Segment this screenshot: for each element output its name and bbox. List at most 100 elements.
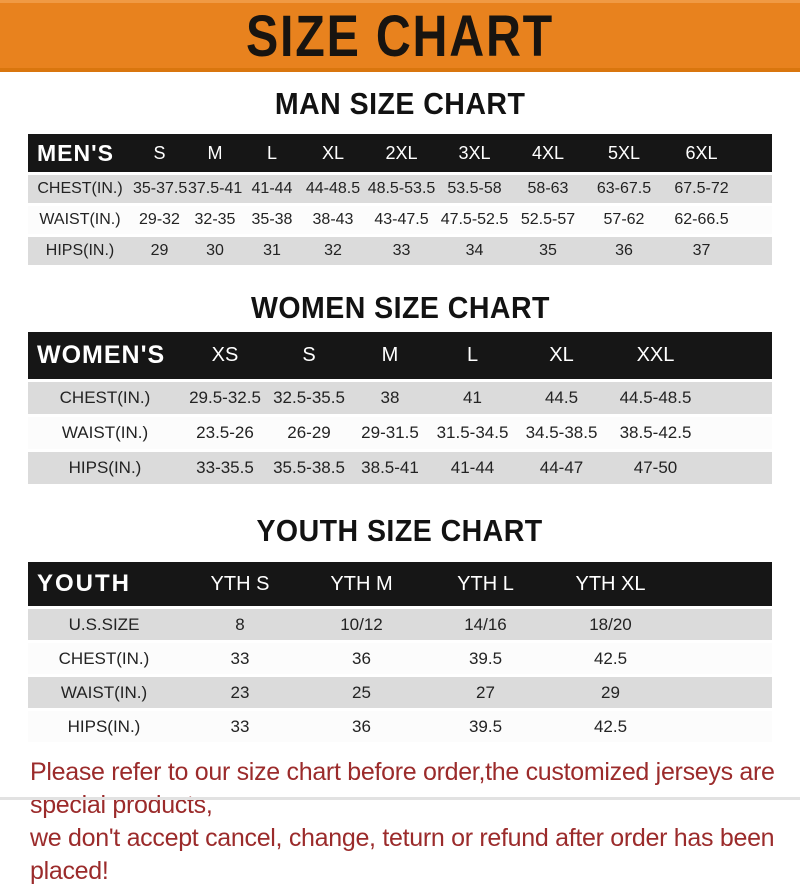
- size-cell: 42.5: [548, 641, 673, 677]
- size-cell: 36: [300, 709, 423, 745]
- size-column-header: XXL: [608, 332, 703, 381]
- size-column-header: M: [187, 134, 243, 174]
- size-cell: 41-44: [430, 450, 515, 487]
- size-column-header: 6XL: [663, 134, 740, 174]
- table-row: CHEST(IN.) 35-37.5 37.5-41 41-44 44-48.5…: [28, 172, 772, 206]
- youth-header-row: YOUTH YTH S YTH M YTH L YTH XL: [28, 562, 772, 608]
- spacer-cell: [703, 450, 772, 487]
- size-column-header: S: [132, 134, 187, 174]
- size-cell: 47-50: [608, 450, 703, 487]
- size-cell: 29-31.5: [350, 415, 430, 452]
- size-cell: 36: [585, 235, 663, 268]
- banner-title: SIZE CHART: [246, 2, 554, 69]
- size-column-header: 5XL: [585, 134, 663, 174]
- row-label: HIPS(IN.): [28, 709, 180, 745]
- size-cell: 67.5-72: [663, 172, 740, 206]
- table-corner-label: WOMEN'S: [28, 332, 182, 381]
- spacer-cell: [673, 641, 772, 677]
- table-row: WAIST(IN.) 23.5-26 26-29 29-31.5 31.5-34…: [28, 415, 772, 452]
- youth-section-heading-wrap: YOUTH SIZE CHART: [0, 513, 800, 549]
- size-cell: 58-63: [511, 172, 585, 206]
- spacer-cell: [673, 562, 772, 608]
- size-column-header: 4XL: [511, 134, 585, 174]
- size-column-header: XL: [515, 332, 608, 381]
- size-cell: 41-44: [243, 172, 301, 206]
- row-label: CHEST(IN.): [28, 379, 182, 417]
- size-cell: 10/12: [300, 606, 423, 643]
- size-column-header: XS: [182, 332, 268, 381]
- size-cell: 63-67.5: [585, 172, 663, 206]
- table-row: CHEST(IN.) 33 36 39.5 42.5: [28, 641, 772, 677]
- size-cell: 32-35: [187, 204, 243, 237]
- size-cell: 38-43: [301, 204, 365, 237]
- spacer-cell: [740, 172, 772, 206]
- size-column-header: YTH M: [300, 562, 423, 608]
- spacer-cell: [703, 379, 772, 417]
- size-cell: 18/20: [548, 606, 673, 643]
- size-cell: 29-32: [132, 204, 187, 237]
- men-header-row: MEN'S S M L XL 2XL 3XL 4XL 5XL 6XL: [28, 134, 772, 174]
- size-cell: 62-66.5: [663, 204, 740, 237]
- size-cell: 38.5-41: [350, 450, 430, 487]
- size-column-header: 3XL: [438, 134, 511, 174]
- women-section-heading-wrap: WOMEN SIZE CHART: [0, 290, 800, 326]
- size-cell: 29: [132, 235, 187, 268]
- size-cell: 29.5-32.5: [182, 379, 268, 417]
- row-label: WAIST(IN.): [28, 204, 132, 237]
- size-cell: 53.5-58: [438, 172, 511, 206]
- size-cell: 57-62: [585, 204, 663, 237]
- size-cell: 32: [301, 235, 365, 268]
- size-cell: 33: [180, 641, 300, 677]
- size-cell: 44.5: [515, 379, 608, 417]
- size-cell: 52.5-57: [511, 204, 585, 237]
- spacer-cell: [673, 606, 772, 643]
- size-cell: 8: [180, 606, 300, 643]
- table-row: HIPS(IN.) 33 36 39.5 42.5: [28, 709, 772, 745]
- bottom-edge-divider: [0, 797, 800, 800]
- size-column-header: L: [430, 332, 515, 381]
- size-cell: 32.5-35.5: [268, 379, 350, 417]
- size-cell: 43-47.5: [365, 204, 438, 237]
- women-header-row: WOMEN'S XS S M L XL XXL: [28, 332, 772, 381]
- size-cell: 33-35.5: [182, 450, 268, 487]
- table-row: U.S.SIZE 8 10/12 14/16 18/20: [28, 606, 772, 643]
- size-cell: 23: [180, 675, 300, 711]
- man-section-heading-wrap: MAN SIZE CHART: [0, 86, 800, 122]
- table-row: WAIST(IN.) 23 25 27 29: [28, 675, 772, 711]
- row-label: HIPS(IN.): [28, 235, 132, 268]
- size-cell: 37.5-41: [187, 172, 243, 206]
- footer-note-line1: Please refer to our size chart before or…: [30, 758, 775, 819]
- size-cell: 33: [365, 235, 438, 268]
- row-label: CHEST(IN.): [28, 641, 180, 677]
- row-label: U.S.SIZE: [28, 606, 180, 643]
- size-cell: 31.5-34.5: [430, 415, 515, 452]
- size-cell: 39.5: [423, 641, 548, 677]
- table-row: CHEST(IN.) 29.5-32.5 32.5-35.5 38 41 44.…: [28, 379, 772, 417]
- size-cell: 44-48.5: [301, 172, 365, 206]
- size-column-header: L: [243, 134, 301, 174]
- size-cell: 26-29: [268, 415, 350, 452]
- size-cell: 35.5-38.5: [268, 450, 350, 487]
- footer-note-line2: we don't accept cancel, change, teturn o…: [30, 824, 775, 885]
- size-cell: 36: [300, 641, 423, 677]
- size-column-header: S: [268, 332, 350, 381]
- size-cell: 33: [180, 709, 300, 745]
- size-cell: 38: [350, 379, 430, 417]
- spacer-cell: [703, 332, 772, 381]
- spacer-cell: [673, 675, 772, 711]
- size-cell: 23.5-26: [182, 415, 268, 452]
- size-cell: 47.5-52.5: [438, 204, 511, 237]
- table-row: HIPS(IN.) 29 30 31 32 33 34 35 36 37: [28, 235, 772, 268]
- row-label: WAIST(IN.): [28, 415, 182, 452]
- size-column-header: YTH XL: [548, 562, 673, 608]
- size-cell: 37: [663, 235, 740, 268]
- size-cell: 48.5-53.5: [365, 172, 438, 206]
- size-cell: 35-38: [243, 204, 301, 237]
- women-section-heading: WOMEN SIZE CHART: [250, 290, 550, 325]
- size-column-header: XL: [301, 134, 365, 174]
- size-cell: 41: [430, 379, 515, 417]
- men-size-table: MEN'S S M L XL 2XL 3XL 4XL 5XL 6XL CHEST…: [28, 134, 772, 268]
- size-cell: 35-37.5: [132, 172, 187, 206]
- size-cell: 39.5: [423, 709, 548, 745]
- spacer-cell: [673, 709, 772, 745]
